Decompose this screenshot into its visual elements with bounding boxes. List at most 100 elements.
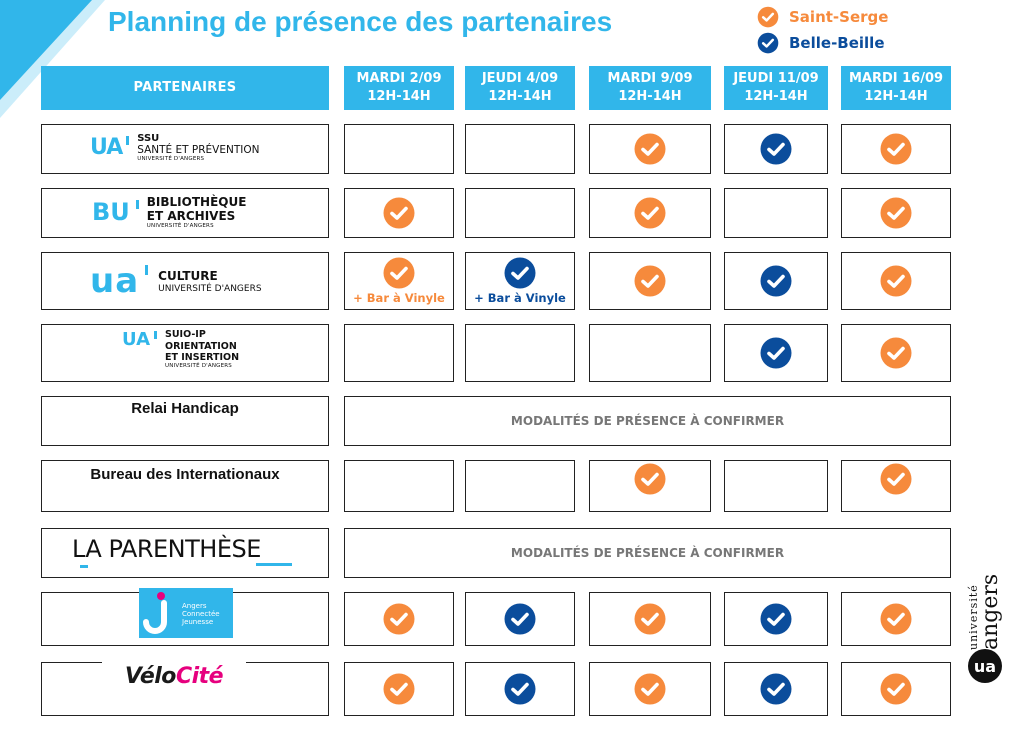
schedule-cell bbox=[724, 662, 828, 716]
header-day: JEUDI 4/09 bbox=[481, 71, 559, 86]
check-circle-icon bbox=[880, 673, 912, 705]
schedule-cell bbox=[841, 252, 951, 310]
vinyl-bar-note: + Bar à Vinyle bbox=[353, 291, 445, 305]
check-circle-icon bbox=[760, 673, 792, 705]
schedule-cell bbox=[465, 592, 575, 646]
partner-line: SUIO-IP bbox=[165, 329, 206, 340]
header-time: 12H-14H bbox=[864, 89, 928, 104]
velocite-logo: Vélo Cité bbox=[102, 658, 246, 694]
merged-text: MODALITÉS DE PRÉSENCE À CONFIRMER bbox=[510, 546, 785, 560]
check-circle-icon bbox=[504, 257, 536, 289]
partner-line: BIBLIOTHÈQUE bbox=[146, 195, 247, 209]
schedule-cell bbox=[841, 188, 951, 238]
schedule-cell bbox=[841, 460, 951, 512]
la-parenthese-logo: LA PARENTHÈSE bbox=[72, 535, 261, 563]
check-circle-icon bbox=[760, 265, 792, 297]
partner-name: Bureau des Internationaux bbox=[90, 466, 280, 483]
header-time: 12H-14H bbox=[488, 89, 552, 104]
schedule-cell bbox=[724, 592, 828, 646]
legend-item-belle-beille: Belle-Beille bbox=[757, 30, 888, 56]
vinyl-bar-note: + Bar à Vinyle bbox=[474, 291, 566, 305]
partner-line: ET INSERTION bbox=[165, 352, 240, 363]
check-circle-icon bbox=[504, 603, 536, 635]
partner-line: SANTÉ ET PRÉVENTION bbox=[137, 144, 260, 156]
legend-item-saint-serge: Saint-Serge bbox=[757, 4, 888, 30]
partner-sub: UNIVERSITÉ D'ANGERS bbox=[137, 156, 205, 162]
check-circle-icon bbox=[383, 257, 415, 289]
partner-sub: UNIVERSITÉ D'ANGERS bbox=[146, 223, 214, 229]
check-circle-icon bbox=[880, 133, 912, 165]
velocite-logo-part: Vélo bbox=[124, 663, 177, 689]
check-circle-icon bbox=[383, 673, 415, 705]
header-time: 12H-14H bbox=[744, 89, 808, 104]
schedule-cell bbox=[465, 662, 575, 716]
ajc-line: Jeunesse bbox=[182, 618, 214, 626]
check-circle-icon bbox=[634, 603, 666, 635]
partner-culture: ua CULTURE UNIVERSITÉ D'ANGERS bbox=[41, 252, 329, 310]
schedule-cell bbox=[589, 124, 711, 174]
logo-tick bbox=[145, 265, 149, 275]
schedule-cell bbox=[589, 324, 711, 382]
schedule-cell bbox=[465, 124, 575, 174]
universite-angers-logo: université angers ua bbox=[967, 574, 1003, 683]
check-circle-icon bbox=[757, 6, 779, 28]
ajc-line: Connectée bbox=[182, 610, 220, 618]
partner-line: CULTURE bbox=[158, 269, 218, 283]
legend-label: Belle-Beille bbox=[789, 34, 885, 52]
header-time: 12H-14H bbox=[367, 89, 431, 104]
check-circle-icon bbox=[760, 603, 792, 635]
header-day: JEUDI 11/09 bbox=[733, 71, 819, 86]
check-circle-icon bbox=[634, 673, 666, 705]
check-circle-icon bbox=[383, 603, 415, 635]
ajc-line: Angers bbox=[182, 602, 207, 610]
logo-accent bbox=[256, 563, 292, 566]
schedule-cell bbox=[465, 188, 575, 238]
partner-line: ORIENTATION bbox=[165, 341, 237, 352]
check-circle-icon bbox=[504, 673, 536, 705]
schedule-cell bbox=[841, 662, 951, 716]
header-day-1: MARDI 2/09 12H-14H bbox=[344, 66, 454, 110]
legend-label: Saint-Serge bbox=[789, 8, 889, 26]
partner-sub: UNIVERSITÉ D'ANGERS bbox=[165, 363, 232, 369]
header-day-5: MARDI 16/09 12H-14H bbox=[841, 66, 951, 110]
schedule-cell bbox=[841, 124, 951, 174]
schedule-cell bbox=[589, 252, 711, 310]
partner-line: SSU bbox=[137, 133, 160, 144]
check-circle-icon bbox=[760, 133, 792, 165]
schedule-cell bbox=[344, 460, 454, 512]
check-circle-icon bbox=[634, 197, 666, 229]
corner-decoration bbox=[0, 0, 105, 118]
header-day: MARDI 9/09 bbox=[607, 71, 693, 86]
schedule-cell bbox=[841, 592, 951, 646]
ajc-logo: Angers Connectée Jeunesse bbox=[139, 588, 233, 638]
schedule-cell bbox=[344, 124, 454, 174]
header-day: MARDI 2/09 bbox=[356, 71, 442, 86]
schedule-cell: + Bar à Vinyle bbox=[344, 252, 454, 310]
logo-tick bbox=[126, 136, 130, 145]
check-circle-icon bbox=[383, 197, 415, 229]
schedule-cell bbox=[344, 592, 454, 646]
schedule-cell bbox=[589, 592, 711, 646]
header-day-2: JEUDI 4/09 12H-14H bbox=[465, 66, 575, 110]
bu-logo-icon: BU bbox=[92, 198, 130, 226]
schedule-cell bbox=[465, 324, 575, 382]
check-circle-icon bbox=[760, 337, 792, 369]
schedule-cell bbox=[724, 324, 828, 382]
svg-text:ua: ua bbox=[974, 657, 996, 676]
merged-text: MODALITÉS DE PRÉSENCE À CONFIRMER bbox=[510, 414, 785, 428]
schedule-cell bbox=[724, 124, 828, 174]
partner-bureau-internationaux: Bureau des Internationaux bbox=[41, 460, 329, 512]
schedule-merged-cell: MODALITÉS DE PRÉSENCE À CONFIRMER bbox=[344, 396, 951, 446]
check-circle-icon bbox=[634, 265, 666, 297]
partner-relai-handicap: Relai Handicap bbox=[41, 396, 329, 446]
header-day-4: JEUDI 11/09 12H-14H bbox=[724, 66, 828, 110]
brand-line-1: université bbox=[967, 584, 980, 650]
schedule-cell bbox=[724, 188, 828, 238]
logo-tick bbox=[154, 331, 157, 339]
check-circle-icon bbox=[757, 32, 779, 54]
header-time: 12H-14H bbox=[618, 89, 682, 104]
logo-tick bbox=[135, 199, 139, 209]
check-circle-icon bbox=[880, 337, 912, 369]
ua-logo-icon: UA bbox=[90, 135, 123, 160]
partner-sub: UNIVERSITÉ D'ANGERS bbox=[158, 284, 262, 294]
